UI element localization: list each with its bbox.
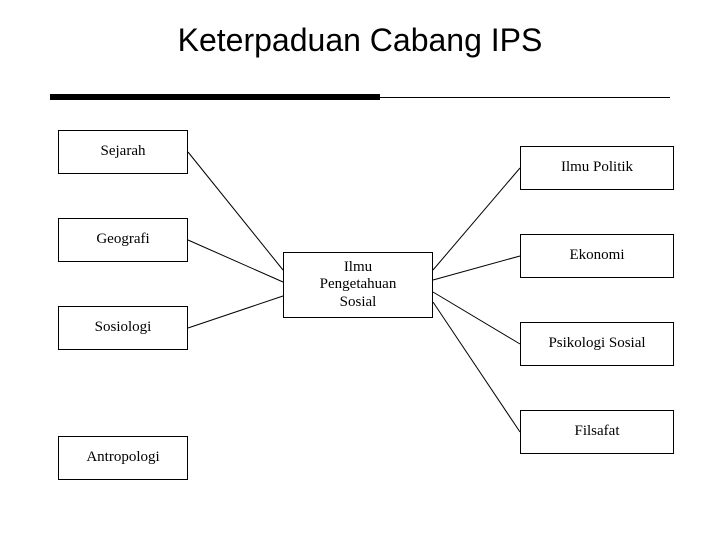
node-filsafat: Filsafat — [520, 410, 674, 454]
edge-ekonomi — [433, 256, 520, 280]
slide: Keterpaduan Cabang IPS IlmuPengetahuanSo… — [0, 0, 720, 540]
node-filsafat-label: Filsafat — [575, 423, 620, 440]
node-ilmu-politik: Ilmu Politik — [520, 146, 674, 190]
node-ilmu-politik-label: Ilmu Politik — [561, 159, 633, 176]
node-sosiologi: Sosiologi — [58, 306, 188, 350]
node-psikologi-sosial: Psikologi Sosial — [520, 322, 674, 366]
title-rule-thick — [50, 94, 380, 100]
node-ilmu-pengetahuan-sosial: IlmuPengetahuanSosial — [283, 252, 433, 318]
node-sejarah-label: Sejarah — [101, 143, 146, 160]
edge-filsafat — [433, 302, 520, 432]
edge-sejarah — [188, 152, 283, 270]
edge-sosiologi — [188, 296, 283, 328]
title-rule-thin — [380, 97, 670, 98]
edge-geografi — [188, 240, 283, 282]
page-title: Keterpaduan Cabang IPS — [0, 22, 720, 59]
node-geografi-label: Geografi — [96, 231, 149, 248]
node-ekonomi-label: Ekonomi — [570, 247, 625, 264]
node-psikologi-sosial-label: Psikologi Sosial — [548, 335, 645, 352]
node-antropologi: Antropologi — [58, 436, 188, 480]
node-geografi: Geografi — [58, 218, 188, 262]
node-sosiologi-label: Sosiologi — [95, 319, 152, 336]
edge-psikologi-sosial — [433, 292, 520, 344]
node-antropologi-label: Antropologi — [86, 449, 159, 466]
node-sejarah: Sejarah — [58, 130, 188, 174]
node-ekonomi: Ekonomi — [520, 234, 674, 278]
edge-ilmu-politik — [433, 168, 520, 270]
node-ilmu-pengetahuan-sosial-label: IlmuPengetahuanSosial — [320, 259, 397, 311]
